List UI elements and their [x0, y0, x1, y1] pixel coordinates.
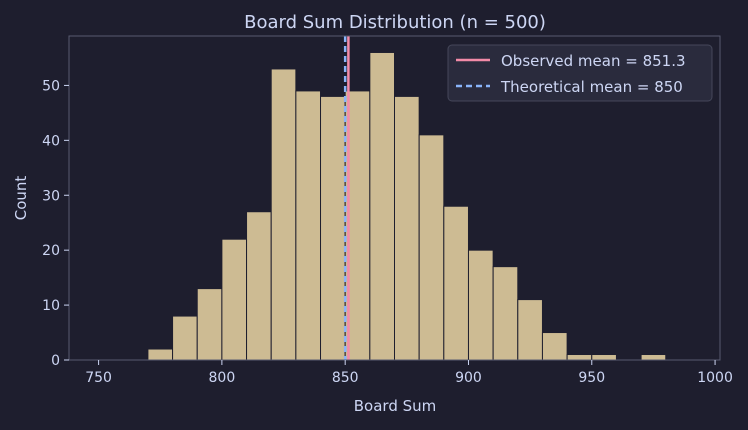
histogram-bar [295, 90, 322, 361]
histogram-bar [246, 211, 272, 361]
histogram-bar [443, 205, 469, 361]
histogram-bar [467, 249, 494, 361]
y-tick-label: 30 [42, 188, 60, 204]
legend: Observed mean = 851.3 Theoretical mean =… [447, 44, 713, 102]
histogram-bar [541, 332, 568, 361]
histogram-bar [394, 95, 420, 361]
y-tick-label: 0 [51, 353, 60, 369]
plot-frame [68, 35, 721, 361]
histogram-bar [566, 354, 593, 361]
histogram-bar [196, 288, 223, 361]
legend-observed-label: Observed mean = 851.3 [501, 52, 686, 70]
x-tick-label: 900 [455, 370, 482, 386]
y-tick-label: 40 [42, 133, 60, 149]
x-tick-label: 850 [332, 370, 359, 386]
y-tick-label: 20 [42, 243, 60, 259]
y-tick-label: 50 [42, 78, 60, 94]
histogram-bar [591, 354, 617, 361]
histogram-bar [418, 134, 445, 361]
x-tick-label: 800 [209, 370, 236, 386]
x-tick-label: 950 [578, 370, 605, 386]
chart-title: Board Sum Distribution (n = 500) [244, 12, 546, 33]
histogram-bar [270, 68, 297, 361]
histogram-bar [517, 299, 543, 361]
x-axis-label: Board Sum [354, 397, 437, 415]
histogram-bar [492, 266, 519, 361]
x-tick-label: 1000 [697, 370, 733, 386]
legend-box [447, 44, 713, 102]
histogram-bar [147, 348, 174, 361]
histogram-bar [320, 95, 346, 361]
y-tick-label: 10 [42, 298, 60, 314]
y-axis-label: Count [12, 176, 30, 221]
histogram-bar [221, 238, 248, 361]
histogram-bar [172, 315, 198, 361]
histogram-bar [640, 354, 667, 361]
histogram-bar [369, 51, 396, 361]
legend-theoretical-label: Theoretical mean = 850 [500, 78, 683, 96]
x-tick-label: 750 [85, 370, 112, 386]
